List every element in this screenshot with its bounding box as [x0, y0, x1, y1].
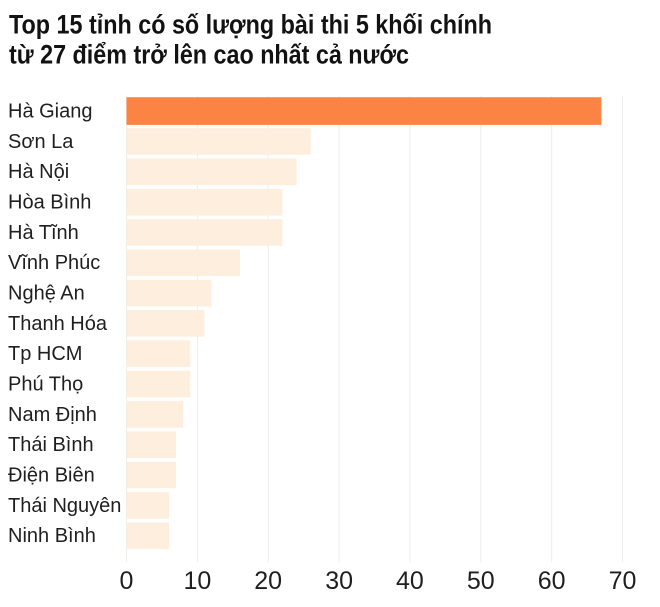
- svg-text:Phú Thọ: Phú Thọ: [8, 374, 83, 396]
- svg-text:70: 70: [609, 567, 637, 595]
- svg-text:từ 27 điểm trở lên cao nhất cả: từ 27 điểm trở lên cao nhất cả nước: [9, 40, 409, 70]
- svg-text:Hà Nội: Hà Nội: [8, 161, 69, 183]
- svg-text:Nam Định: Nam Định: [8, 404, 97, 426]
- svg-text:Điện Biên: Điện Biên: [8, 464, 95, 486]
- svg-text:50: 50: [467, 567, 495, 595]
- svg-text:0: 0: [120, 567, 134, 595]
- svg-text:Thái Nguyên: Thái Nguyên: [8, 495, 121, 517]
- svg-text:Top 15 tỉnh có số lượng bài th: Top 15 tỉnh có số lượng bài thi 5 khối c…: [9, 10, 492, 40]
- svg-text:Hà Giang: Hà Giang: [8, 101, 93, 123]
- svg-text:Thái Bình: Thái Bình: [8, 434, 94, 456]
- svg-text:Sơn La: Sơn La: [8, 131, 74, 153]
- svg-text:60: 60: [538, 567, 566, 595]
- svg-text:40: 40: [396, 567, 424, 595]
- svg-text:Ninh Bình: Ninh Bình: [8, 525, 96, 547]
- svg-text:Thanh Hóa: Thanh Hóa: [8, 313, 108, 335]
- svg-text:Hà Tĩnh: Hà Tĩnh: [8, 222, 79, 244]
- svg-text:Hòa Bình: Hòa Bình: [8, 192, 91, 214]
- svg-text:Vĩnh Phúc: Vĩnh Phúc: [8, 252, 100, 274]
- svg-text:Tp HCM: Tp HCM: [8, 343, 82, 365]
- svg-text:Nghệ An: Nghệ An: [8, 283, 85, 305]
- svg-text:20: 20: [254, 567, 282, 595]
- svg-text:30: 30: [325, 567, 353, 595]
- svg-text:10: 10: [183, 567, 211, 595]
